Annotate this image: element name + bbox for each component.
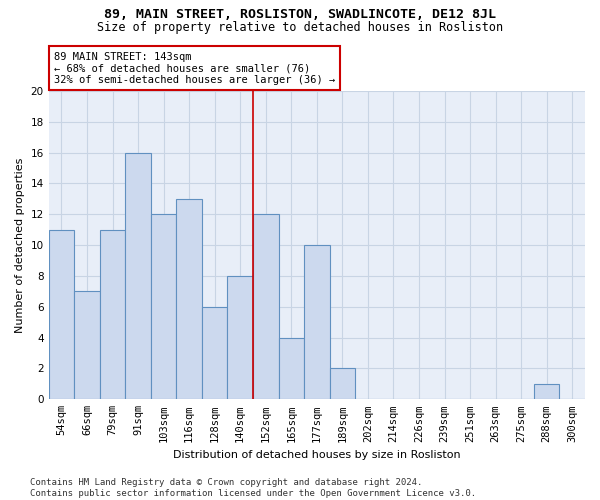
Bar	[176, 199, 202, 400]
Bar	[202, 307, 227, 400]
Bar	[49, 230, 74, 400]
Bar	[74, 292, 100, 400]
Text: 89 MAIN STREET: 143sqm
← 68% of detached houses are smaller (76)
32% of semi-det: 89 MAIN STREET: 143sqm ← 68% of detached…	[54, 52, 335, 84]
Bar	[253, 214, 278, 400]
Bar	[329, 368, 355, 400]
Bar	[100, 230, 125, 400]
Bar	[125, 152, 151, 400]
Text: 89, MAIN STREET, ROSLISTON, SWADLINCOTE, DE12 8JL: 89, MAIN STREET, ROSLISTON, SWADLINCOTE,…	[104, 8, 496, 20]
Text: Contains HM Land Registry data © Crown copyright and database right 2024.
Contai: Contains HM Land Registry data © Crown c…	[30, 478, 476, 498]
Bar	[151, 214, 176, 400]
Bar	[304, 245, 329, 400]
Bar	[534, 384, 559, 400]
X-axis label: Distribution of detached houses by size in Rosliston: Distribution of detached houses by size …	[173, 450, 461, 460]
Text: Size of property relative to detached houses in Rosliston: Size of property relative to detached ho…	[97, 21, 503, 34]
Y-axis label: Number of detached properties: Number of detached properties	[15, 158, 25, 333]
Bar	[227, 276, 253, 400]
Bar	[278, 338, 304, 400]
